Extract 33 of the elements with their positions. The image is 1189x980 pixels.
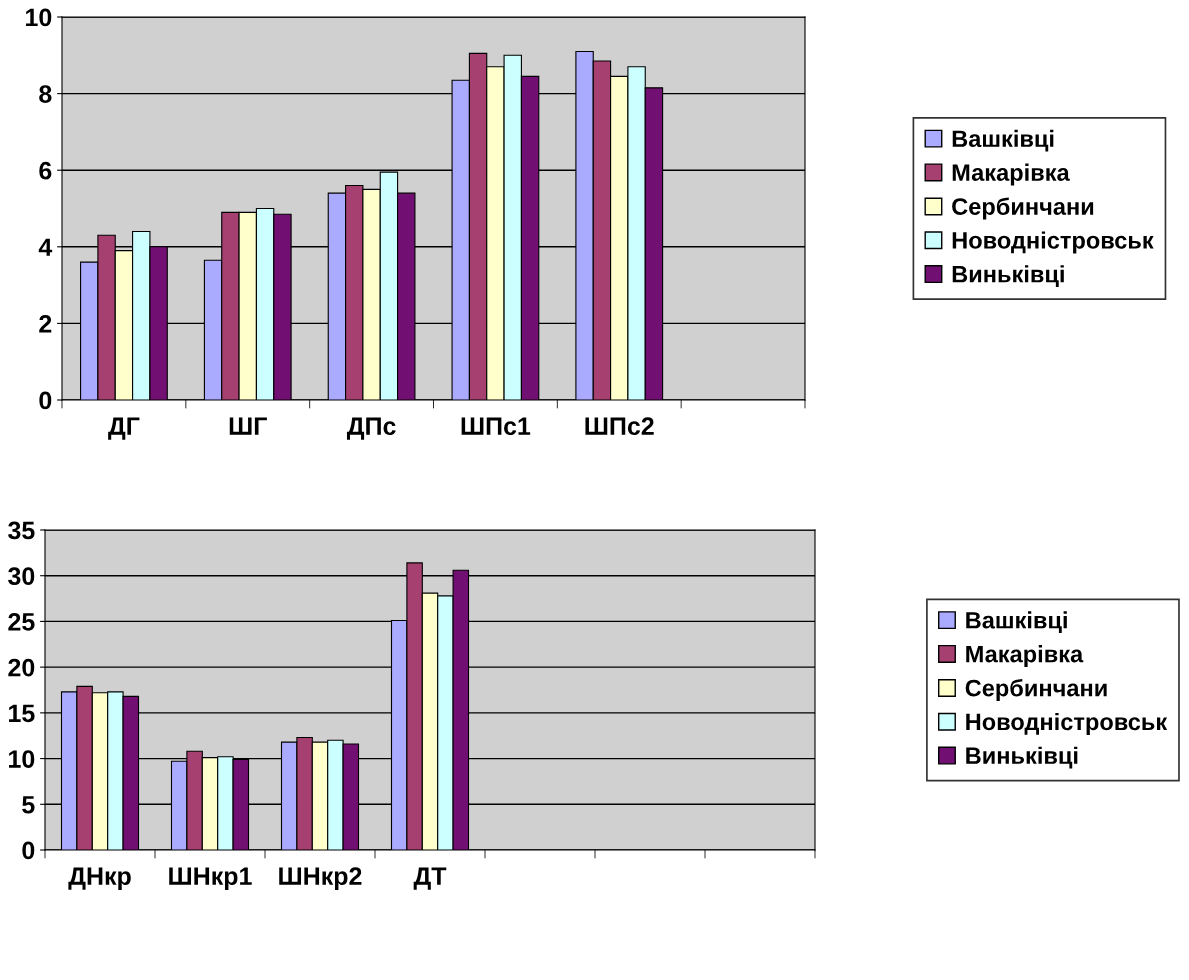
legend-label: Виньківці — [966, 746, 1078, 769]
legend-label: Виньківці — [952, 265, 1064, 288]
legend-label: Сербинчани — [965, 678, 1107, 702]
y-tick-label: 5 — [22, 796, 35, 814]
y-tick-label: 0 — [39, 391, 52, 410]
y-tick-label: 2 — [39, 315, 52, 333]
x-tick-label: ШПс1 — [461, 417, 531, 436]
y-tick-label: 4 — [38, 238, 53, 256]
legend-label: Сербинчани — [952, 197, 1094, 220]
y-tick-label: 20 — [8, 658, 35, 677]
y-tick-label: 8 — [39, 85, 52, 103]
y-tick-label: 30 — [8, 567, 35, 586]
y-tick-label: 15 — [9, 704, 35, 723]
x-tick-label: ШГ — [229, 417, 267, 435]
x-tick-label: ДПс — [346, 417, 396, 440]
y-tick-label: 6 — [39, 161, 52, 180]
y-tick-label: 10 — [26, 8, 52, 27]
x-tick-label: ШНкр1 — [169, 867, 252, 890]
x-tick-label: ДНкр — [68, 867, 131, 890]
legend-label: Вашківці — [966, 611, 1067, 634]
legend-label: Новодністровськ — [952, 231, 1154, 254]
y-tick-label: 10 — [9, 750, 35, 768]
legend-label: Новодністровськ — [966, 712, 1168, 735]
legend-label: Макарівка — [952, 163, 1070, 186]
x-tick-label: ДТ — [413, 867, 447, 890]
y-tick-label: 35 — [8, 521, 35, 540]
y-tick-label: 0 — [22, 841, 35, 860]
x-tick-label: ШНкр2 — [279, 867, 362, 890]
y-tick-label: 25 — [8, 613, 35, 631]
x-tick-label: ШПс2 — [585, 417, 654, 436]
x-tick-label: ДГ — [108, 417, 140, 440]
legend-label: Макарівка — [966, 645, 1084, 668]
legend-label: Вашківці — [952, 129, 1054, 152]
